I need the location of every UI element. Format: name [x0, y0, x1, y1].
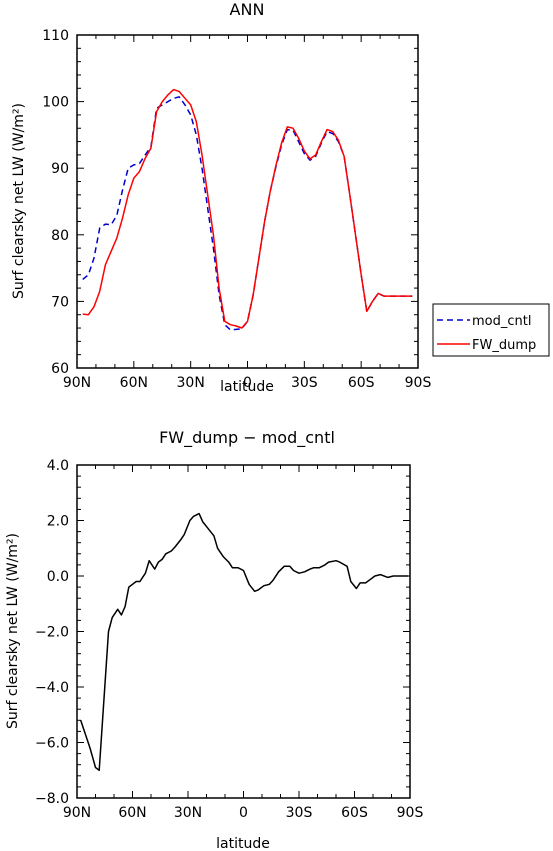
bottom-x-axis-label: latitude [216, 836, 270, 851]
top-y-tick-label: 80 [51, 228, 69, 244]
bottom-y-tick-label: 0.0 [47, 569, 69, 585]
bottom-x-tick-label: 90S [397, 805, 424, 821]
top-y-tick-label: 60 [51, 361, 69, 377]
bottom-y-tick-label: −2.0 [35, 625, 69, 641]
top-y-tick-label: 90 [51, 161, 69, 177]
top-x-tick-label: 60N [120, 375, 148, 391]
bottom-plot-frame [76, 464, 411, 799]
top-chart-title: ANN [230, 0, 265, 19]
bottom-series-lines [79, 512, 409, 772]
bottom-chart-title: FW_dump − mod_cntl [159, 428, 335, 448]
top-series-line-FW-dump [82, 88, 413, 329]
top-panel: ANN 60 70 80 90 100 110 90N 60N 30N 0 30S 60S 90S l… [11, 0, 550, 395]
bottom-x-axis: 90N 60N 30N 0 30S 60S 90S [63, 465, 424, 821]
bottom-x-tick-label: 90N [63, 805, 91, 821]
top-y-tick-label: 110 [42, 28, 69, 44]
bottom-y-tick-label: −4.0 [35, 680, 69, 696]
legend: mod_cntl FW_dump [432, 303, 550, 357]
top-x-tick-label: 60S [348, 375, 375, 391]
bottom-panel: FW_dump − mod_cntl −8.0 −6.0 −4.0 −2.0 0.0 2.… [5, 428, 423, 851]
bottom-y-axis-label: Surf clearsky net LW (W/m²) [5, 533, 21, 729]
bottom-y-tick-label: −6.0 [35, 736, 69, 752]
top-series-line-mod-cntl [82, 96, 413, 331]
top-y-axis-label: Surf clearsky net LW (W/m²) [11, 103, 27, 299]
top-y-tick-label: 100 [42, 95, 69, 111]
bottom-series-line-diff [79, 512, 409, 772]
bottom-x-tick-label: 0 [239, 805, 248, 821]
top-x-tick-label: 90N [63, 375, 91, 391]
top-x-axis-label: latitude [220, 379, 274, 395]
top-x-tick-label: 0 [243, 375, 252, 391]
bottom-x-tick-label: 60N [118, 805, 146, 821]
top-x-tick-label: 30N [177, 375, 205, 391]
top-x-tick-label: 30S [291, 375, 318, 391]
top-y-tick-label: 70 [51, 294, 69, 310]
top-series-lines [82, 88, 413, 331]
legend-label-fw-dump: FW_dump [472, 338, 536, 353]
bottom-x-tick-label: 60S [341, 805, 368, 821]
bottom-y-axis: −8.0 −6.0 −4.0 −2.0 0.0 2.0 4.0 [35, 458, 410, 807]
bottom-x-tick-label: 30N [174, 805, 202, 821]
bottom-x-tick-label: 30S [286, 805, 313, 821]
legend-label-mod-cntl: mod_cntl [472, 314, 531, 329]
top-x-tick-label: 90S [405, 375, 432, 391]
bottom-y-tick-label: 2.0 [47, 514, 69, 530]
bottom-y-tick-label: −8.0 [35, 791, 69, 807]
top-y-axis: 60 70 80 90 100 110 [42, 28, 418, 377]
bottom-y-tick-label: 4.0 [47, 458, 69, 474]
legend-box [432, 303, 550, 357]
top-x-axis: 90N 60N 30N 0 30S 60S 90S [63, 35, 432, 391]
